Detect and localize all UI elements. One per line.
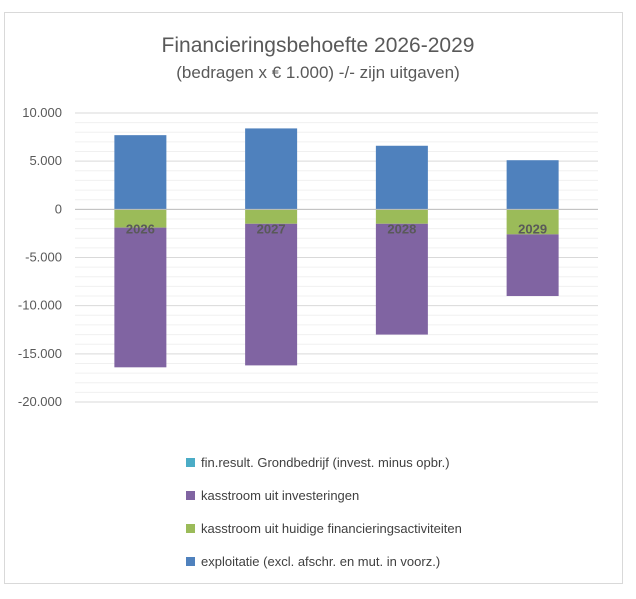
bar-2029-exploitatie — [506, 160, 559, 210]
y-tick-label: 5.000 — [29, 153, 62, 168]
bar-2028-exploitatie — [375, 145, 428, 210]
bar-2028-kasstroom — [375, 209, 428, 224]
y-tick-label: -15.000 — [18, 346, 62, 361]
bar-2026-exploitatie — [114, 135, 167, 210]
chart-subtitle: (bedragen x € 1.000) -/- zijn uitgaven) — [176, 63, 460, 82]
bar-2027-exploitatie — [245, 128, 298, 210]
y-tick-label: 10.000 — [22, 105, 62, 120]
bar-2026-kasstroom — [114, 227, 167, 368]
legend-item: kasstroom uit investeringen — [186, 479, 462, 512]
legend-swatch — [186, 491, 195, 500]
chart-title: Financieringsbehoefte 2026-2029 — [161, 34, 475, 57]
legend-label: exploitatie (excl. afschr. en mut. in vo… — [201, 554, 441, 569]
y-tick-label: -10.000 — [18, 298, 62, 313]
chart-legend: fin.result. Grondbedrijf (invest. minus … — [186, 446, 462, 578]
category-label: 2027 — [257, 221, 286, 236]
bar-2029-kasstroom — [506, 209, 559, 235]
legend-label: kasstroom uit huidige financieringsactiv… — [201, 521, 462, 536]
legend-item: kasstroom uit huidige financieringsactiv… — [186, 512, 462, 545]
legend-swatch — [186, 458, 195, 467]
bar-2028-kasstroom — [375, 223, 428, 335]
legend-label: fin.result. Grondbedrijf (invest. minus … — [201, 455, 450, 470]
legend-label: kasstroom uit investeringen — [201, 488, 360, 503]
bar-2027-kasstroom — [245, 209, 298, 224]
legend-swatch — [186, 524, 195, 533]
bar-2029-kasstroom — [506, 234, 559, 297]
legend-item: exploitatie (excl. afschr. en mut. in vo… — [186, 545, 462, 578]
category-label: 2026 — [126, 221, 155, 236]
bar-2027-kasstroom — [245, 223, 298, 366]
category-label: 2028 — [387, 221, 416, 236]
legend-swatch — [186, 557, 195, 566]
y-tick-label: -5.000 — [25, 250, 62, 265]
y-tick-label: -20.000 — [18, 394, 62, 409]
category-label: 2029 — [518, 221, 547, 236]
chart-frame — [4, 12, 623, 584]
legend-item: fin.result. Grondbedrijf (invest. minus … — [186, 446, 462, 479]
y-tick-label: 0 — [55, 201, 62, 216]
bar-2026-kasstroom — [114, 209, 167, 228]
